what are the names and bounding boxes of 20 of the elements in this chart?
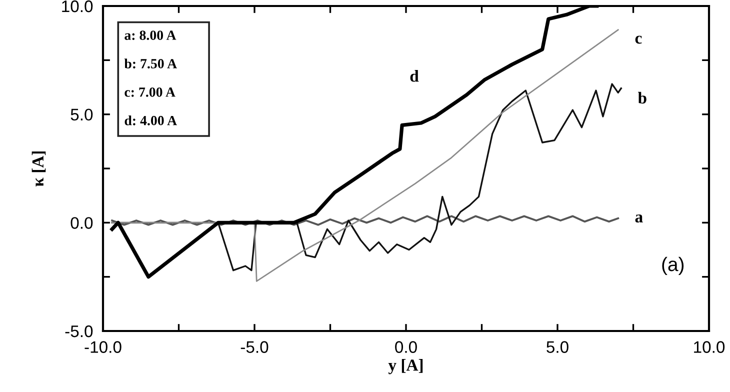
x-tick-label: 0.0 bbox=[395, 341, 417, 353]
series-label: a bbox=[635, 214, 643, 223]
y-tick-label: -5.0 bbox=[65, 325, 93, 338]
annotation: a: 8.00 A bbox=[124, 30, 176, 40]
x-tick-label: 10.0 bbox=[694, 341, 725, 353]
annotation: (a) bbox=[662, 256, 684, 276]
annotation: d: 4.00 A bbox=[124, 115, 177, 126]
x-tick-label: -5.0 bbox=[240, 341, 268, 353]
annotation: c: 7.00 A bbox=[124, 87, 176, 97]
x-tick-label: 5.0 bbox=[546, 341, 568, 353]
y-tick-label: 0.0 bbox=[70, 217, 93, 229]
text: d bbox=[410, 70, 419, 82]
x-tick-label: -10.0 bbox=[84, 341, 122, 353]
y-axis-title: κ [A] bbox=[32, 151, 46, 186]
series-label: c bbox=[635, 36, 642, 44]
x-axis-title: y [A] bbox=[388, 359, 423, 374]
annotation: b: 7.50 A bbox=[124, 58, 177, 68]
y-tick-label: 5.0 bbox=[70, 108, 93, 121]
series-label: b bbox=[638, 92, 646, 104]
y-tick-label: 10.0 bbox=[62, 0, 93, 12]
